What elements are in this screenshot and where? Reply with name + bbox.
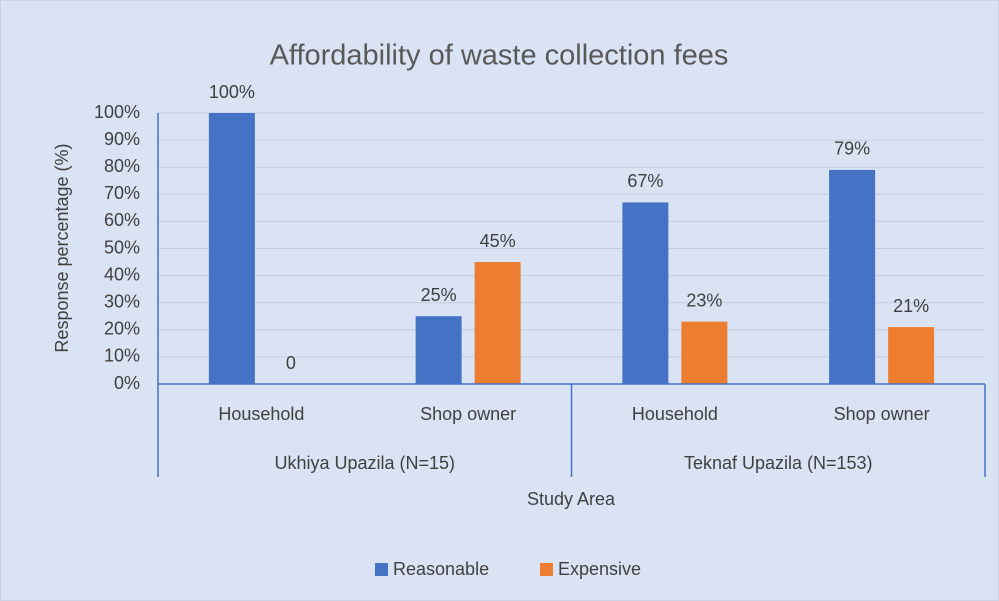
data-label: 67% xyxy=(627,171,663,191)
x-tick-label: Household xyxy=(218,404,304,424)
legend-label: Expensive xyxy=(558,559,641,579)
y-tick-label: 60% xyxy=(104,210,140,230)
chart-title: Affordability of waste collection fees xyxy=(270,40,729,72)
bar xyxy=(622,202,669,384)
x-tick-label: Household xyxy=(632,404,718,424)
x-axis-title: Study Area xyxy=(527,489,616,509)
y-axis-title: Response percentage (%) xyxy=(52,143,72,352)
y-tick-label: 90% xyxy=(104,129,140,149)
bar xyxy=(681,321,728,384)
data-label: 25% xyxy=(421,285,457,305)
bar xyxy=(888,327,935,384)
data-label: 0 xyxy=(286,353,296,373)
legend-label: Reasonable xyxy=(393,559,489,579)
x-tick-label: Shop owner xyxy=(834,404,930,424)
data-label: 23% xyxy=(686,290,722,310)
y-tick-label: 10% xyxy=(104,346,140,366)
bar xyxy=(474,262,521,384)
data-label: 100% xyxy=(209,82,255,102)
y-tick-label: 40% xyxy=(104,264,140,284)
legend-swatch xyxy=(540,563,553,576)
y-tick-label: 20% xyxy=(104,319,140,339)
y-tick-label: 50% xyxy=(104,237,140,257)
y-tick-label: 100% xyxy=(94,102,140,122)
y-tick-label: 0% xyxy=(114,373,140,393)
x-tick-label: Shop owner xyxy=(420,404,516,424)
y-tick-label: 70% xyxy=(104,183,140,203)
y-tick-label: 80% xyxy=(104,156,140,176)
group-label: Ukhiya Upazila (N=15) xyxy=(274,453,455,473)
y-tick-label: 30% xyxy=(104,291,140,311)
bar xyxy=(208,113,255,384)
bar xyxy=(415,316,462,384)
data-label: 21% xyxy=(893,296,929,316)
data-label: 79% xyxy=(834,139,870,159)
legend-swatch xyxy=(375,563,388,576)
bar xyxy=(829,169,876,384)
data-label: 45% xyxy=(480,231,516,251)
group-label: Teknaf Upazila (N=153) xyxy=(684,453,873,473)
